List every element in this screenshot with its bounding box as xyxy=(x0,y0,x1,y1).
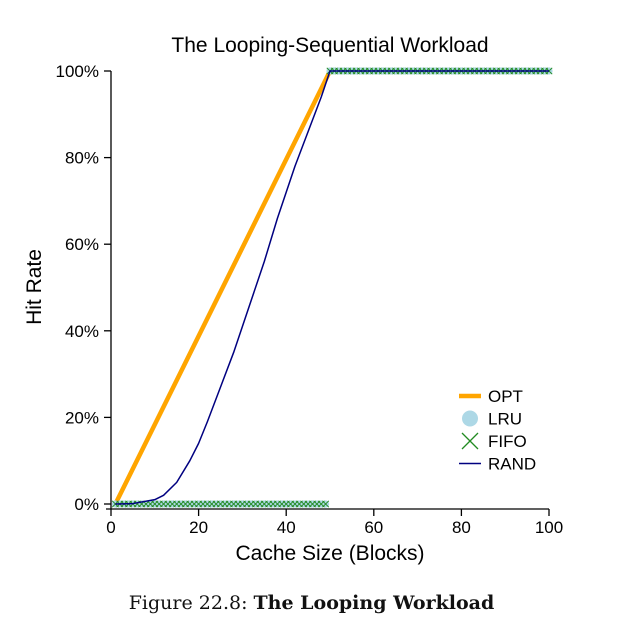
x-axis-label: Cache Size (Blocks) xyxy=(235,542,424,565)
x-tick-label: 80 xyxy=(452,518,471,537)
figure-caption: Figure 22.8: The Looping Workload xyxy=(0,592,623,614)
y-axis-label: Hit Rate xyxy=(23,249,46,325)
legend-item-rand: RAND xyxy=(459,455,536,474)
series-opt-line xyxy=(113,68,549,505)
caption-title: The Looping Workload xyxy=(253,592,495,614)
series-rand-line xyxy=(115,70,549,505)
y-tick-label: 60% xyxy=(65,235,99,254)
legend-item-lru: LRU xyxy=(462,410,522,429)
x-tick-label: 0 xyxy=(106,518,115,537)
chart-title: The Looping-Sequential Workload xyxy=(171,34,488,57)
x-tick-label: 60 xyxy=(364,518,383,537)
x-tick-label: 40 xyxy=(277,518,296,537)
legend-label: FIFO xyxy=(488,432,527,451)
y-tick-label: 100% xyxy=(56,62,99,81)
y-tick-label: 40% xyxy=(65,322,99,341)
series-fifo xyxy=(111,67,553,508)
legend-label: RAND xyxy=(488,455,536,474)
legend-swatch xyxy=(462,410,478,427)
caption-prefix: Figure 22.8: xyxy=(128,592,254,614)
legend-label: OPT xyxy=(488,387,523,406)
legend-swatch xyxy=(461,432,479,450)
y-tick-label: 20% xyxy=(65,408,99,427)
legend-item-opt: OPT xyxy=(459,387,523,406)
x-tick-label: 100 xyxy=(535,518,563,537)
y-tick-label: 0% xyxy=(74,495,99,514)
legend-item-fifo: FIFO xyxy=(461,432,527,451)
chart: The Looping-Sequential Workload 0% 20% 40%… xyxy=(23,34,564,565)
x-tick-label: 20 xyxy=(189,518,208,537)
y-tick-label: 80% xyxy=(65,149,99,168)
legend: OPT LRU FIFO RAND xyxy=(459,387,536,474)
plot-area xyxy=(111,67,553,508)
legend-label: LRU xyxy=(488,410,522,429)
axes: 0% 20% 40% 60% 80% 100% 0 20 40 60 80 100 xyxy=(56,62,564,537)
fifo-point xyxy=(322,500,330,508)
series-lru xyxy=(111,67,553,508)
